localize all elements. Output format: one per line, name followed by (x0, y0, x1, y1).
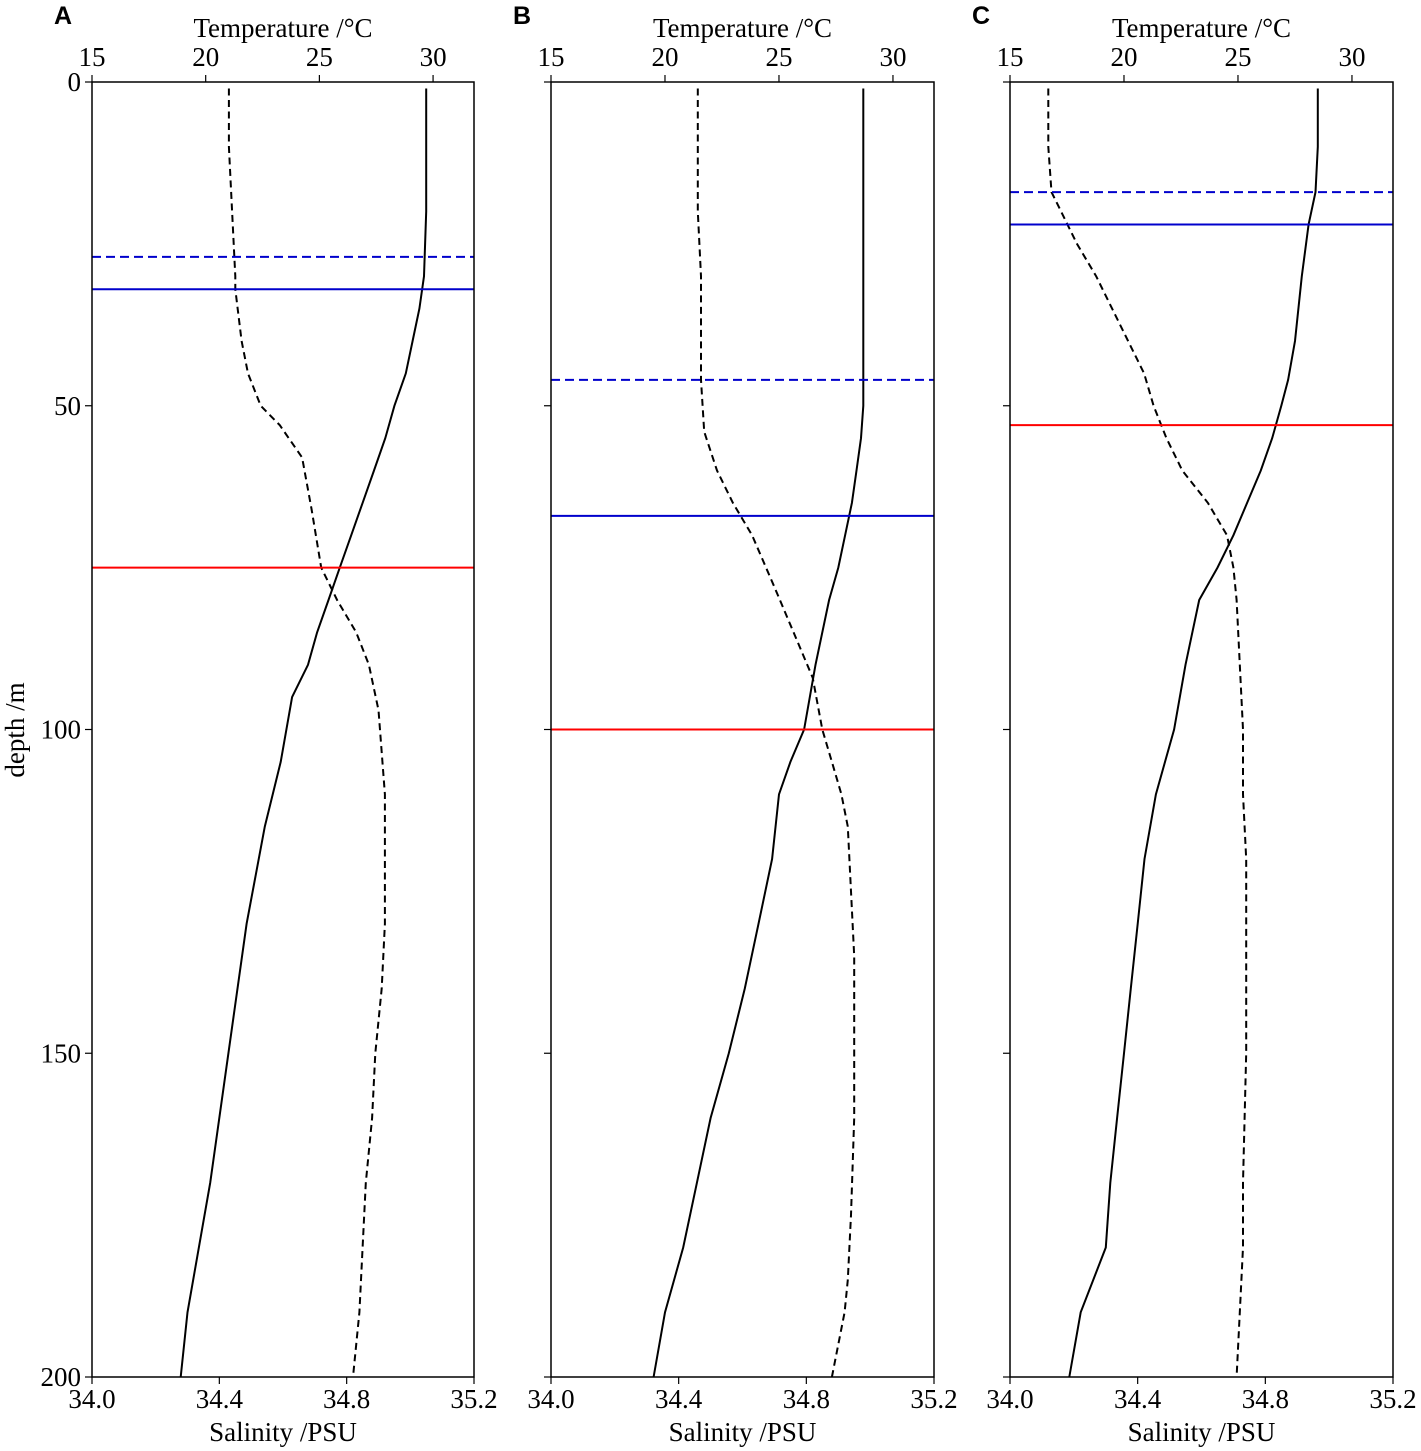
top-x-tick-label: 20 (651, 42, 678, 72)
salinity-profile-line (696, 88, 856, 1378)
bottom-x-tick-label: 34.0 (986, 1384, 1033, 1414)
plot-frame (550, 81, 935, 1378)
bottom-x-tick-label: 34.8 (323, 1384, 370, 1414)
top-x-tick-label: 25 (1224, 42, 1251, 72)
bottom-x-tick-label: 34.4 (1114, 1384, 1162, 1414)
bottom-x-tick-label: 34.4 (655, 1384, 703, 1414)
plot-frame (91, 81, 475, 1378)
top-x-tick-label: 15 (538, 42, 565, 72)
top-x-tick-label: 30 (420, 42, 447, 72)
top-x-tick-label: 30 (879, 42, 906, 72)
bottom-x-tick-label: 35.2 (910, 1384, 957, 1414)
panels: A Temperature /°C Salinity /PSU 0 50 100 150 20… (41, 2, 1417, 1447)
bottom-x-tick-label: 35.2 (450, 1384, 497, 1414)
top-axis-label: Temperature /°C (193, 13, 372, 43)
y-tick-label: 50 (54, 391, 81, 421)
salinity-profile-line (227, 88, 386, 1378)
bottom-axis-label: Salinity /PSU (209, 1417, 357, 1447)
bottom-x-tick-label: 35.2 (1369, 1384, 1416, 1414)
temperature-profile-line (1068, 88, 1319, 1378)
panel-letter: B (513, 2, 531, 30)
top-x-tick-label: 25 (765, 42, 792, 72)
bottom-x-tick-label: 34.4 (196, 1384, 244, 1414)
temperature-profile-line (652, 88, 865, 1378)
y-tick-label: 0 (68, 67, 82, 97)
top-x-tick-label: 15 (997, 42, 1024, 72)
panel-c: C Temperature /°C Salinity /PSU 15 20 25 30 34.… (972, 2, 1417, 1447)
bottom-axis-label: Salinity /PSU (1128, 1417, 1276, 1447)
y-tick-label: 100 (41, 715, 82, 745)
y-tick-label: 150 (41, 1038, 82, 1068)
y-tick-label: 200 (41, 1362, 82, 1392)
bottom-x-tick-label: 34.0 (68, 1384, 115, 1414)
panel-a: A Temperature /°C Salinity /PSU 0 50 100 150 20… (41, 2, 498, 1447)
top-x-tick-label: 20 (1110, 42, 1137, 72)
bottom-axis-label: Salinity /PSU (669, 1417, 817, 1447)
top-x-tick-label: 30 (1338, 42, 1365, 72)
bottom-x-tick-label: 34.0 (527, 1384, 574, 1414)
y-axis-label: depth /m (0, 682, 30, 777)
salinity-profile-line (1047, 88, 1248, 1378)
top-axis-label: Temperature /°C (1112, 13, 1291, 43)
top-x-tick-label: 20 (192, 42, 219, 72)
panel-letter: C (972, 2, 990, 30)
top-x-tick-label: 15 (79, 42, 106, 72)
temperature-profile-line (179, 88, 428, 1378)
panel-letter: A (54, 2, 72, 30)
bottom-x-tick-label: 34.8 (783, 1384, 830, 1414)
top-axis-label: Temperature /°C (653, 13, 832, 43)
top-x-tick-label: 25 (306, 42, 333, 72)
bottom-x-tick-label: 34.8 (1242, 1384, 1289, 1414)
plot-frame (1009, 81, 1394, 1378)
panel-b: B Temperature /°C Salinity /PSU 15 20 25 30 34.… (513, 2, 958, 1447)
